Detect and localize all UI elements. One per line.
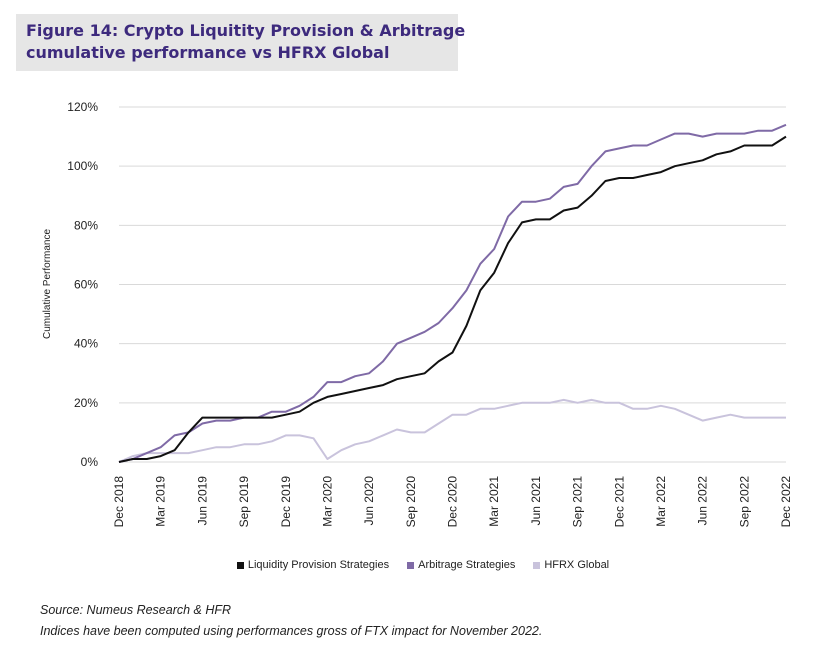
x-tick-label: Jun 2020 (362, 476, 376, 526)
chart-notes: Source: Numeus Research & HFR Indices ha… (40, 600, 542, 642)
x-tick-label: Jun 2019 (195, 476, 209, 526)
disclaimer-note: Indices have been computed using perform… (40, 624, 543, 638)
line-chart: 0% 20% 40% 60% 80% 100% 120% Dec 2018 Mar 2019 J… (42, 100, 793, 528)
y-tick-label: 100% (67, 159, 98, 173)
legend: Liquidity Provision Strategies Arbitrage … (0, 559, 834, 571)
x-tick-label: Mar 2022 (654, 476, 668, 527)
source-note: Source: Numeus Research & HFR (40, 603, 232, 617)
y-tick-label: 120% (67, 100, 98, 114)
x-tick-label: Sep 2022 (737, 476, 751, 528)
x-tick-label: Dec 2018 (112, 476, 126, 528)
series-lines (118, 123, 787, 463)
legend-label: HFRX Global (544, 559, 610, 571)
x-tick-label: Jun 2021 (529, 476, 543, 526)
x-tick-label: Dec 2022 (779, 476, 793, 528)
legend-label: Liquidity Provision Strategies (247, 559, 390, 571)
legend-item: HFRX Global (533, 559, 609, 571)
y-axis-title: Cumulative Performance (42, 229, 53, 339)
figure-title-line-1: Figure 14: Crypto Liquitity Provision & … (26, 21, 466, 40)
figure-title-box: Figure 14: Crypto Liquitity Provision & … (16, 14, 466, 71)
legend-label: Arbitrage Strategies (418, 559, 516, 571)
y-tick-label: 80% (74, 218, 98, 232)
arbitrage-line (118, 123, 787, 463)
legend-swatch (533, 561, 541, 569)
figure-title-line-2: cumulative performance vs HFRX Global (26, 43, 390, 62)
y-tick-labels: 0% 20% 40% 60% 80% 100% 120% (67, 100, 98, 469)
x-tick-label: Dec 2020 (446, 476, 460, 528)
x-tick-label: Sep 2020 (404, 476, 418, 528)
x-tick-label: Sep 2021 (571, 476, 585, 528)
y-tick-label: 40% (74, 337, 98, 351)
legend-swatch (407, 561, 415, 569)
legend-item: Arbitrage Strategies (407, 559, 515, 571)
x-tick-label: Jun 2022 (696, 476, 710, 526)
x-tick-label: Sep 2019 (237, 476, 251, 528)
y-tick-label: 20% (74, 396, 98, 410)
legend-swatch (236, 561, 244, 569)
grid-lines (119, 106, 786, 463)
y-tick-label: 0% (81, 455, 99, 469)
x-tick-labels: Dec 2018 Mar 2019 Jun 2019 Sep 2019 Dec 2019… (112, 476, 793, 528)
y-tick-label: 60% (74, 278, 98, 292)
hfrx-global-line (118, 398, 786, 463)
x-tick-label: Dec 2019 (279, 476, 293, 528)
x-tick-label: Dec 2021 (612, 476, 626, 528)
x-tick-label: Mar 2019 (154, 476, 168, 527)
x-tick-label: Mar 2021 (487, 476, 501, 527)
legend-item: Liquidity Provision Strategies (236, 559, 390, 571)
x-tick-label: Mar 2020 (320, 476, 334, 527)
liquidity-provision-line (118, 135, 787, 463)
